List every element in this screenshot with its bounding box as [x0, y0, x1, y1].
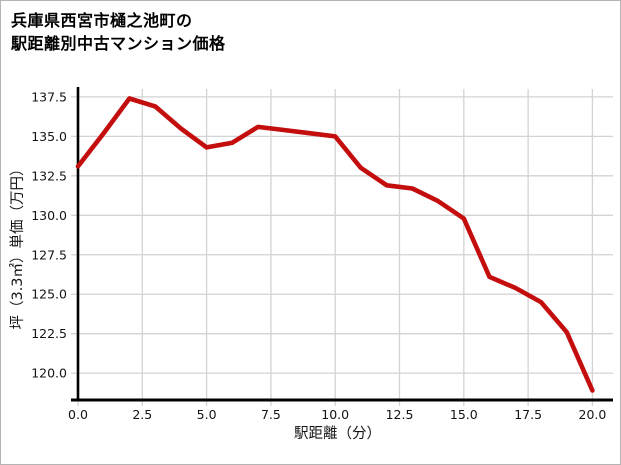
chart-title-line1: 兵庫県西宮市樋之池町の — [11, 11, 193, 30]
x-tick-label: 5.0 — [197, 407, 217, 422]
x-tick-label: 0.0 — [68, 407, 88, 422]
x-tick-label: 20.0 — [579, 407, 607, 422]
y-tick-label: 125.0 — [31, 287, 67, 302]
y-tick-label: 127.5 — [31, 247, 67, 262]
chart-title: 兵庫県西宮市樋之池町の 駅距離別中古マンション価格 — [11, 9, 226, 55]
x-axis-label: 駅距離（分） — [294, 424, 381, 442]
price-line-series — [75, 96, 595, 393]
y-tick-label: 137.5 — [31, 89, 67, 104]
axes-spines — [71, 87, 613, 402]
x-tick-label: 12.5 — [386, 407, 414, 422]
x-tick-label: 15.0 — [450, 407, 478, 422]
y-tick-label: 130.0 — [31, 208, 67, 223]
y-tick-label: 122.5 — [31, 326, 67, 341]
y-tick-label: 132.5 — [31, 168, 67, 183]
x-tick-label: 10.0 — [321, 407, 349, 422]
y-tick-labels: 120.0 122.5 125.0 127.5 130.0 132.5 135.0 137.5 — [31, 89, 67, 380]
x-tick-label: 7.5 — [261, 407, 281, 422]
chart-title-line2: 駅距離別中古マンション価格 — [11, 34, 226, 53]
x-tick-label: 17.5 — [514, 407, 542, 422]
x-tick-label: 2.5 — [132, 407, 152, 422]
y-tick-label: 120.0 — [31, 366, 67, 381]
y-tick-label: 135.0 — [31, 129, 67, 144]
x-tick-labels: 0.0 2.5 5.0 7.5 10.0 12.5 15.0 17.5 20.0 — [68, 407, 606, 422]
gridlines — [71, 89, 613, 406]
y-axis-label: 坪（3.3㎡）単価（万円） — [9, 161, 26, 329]
